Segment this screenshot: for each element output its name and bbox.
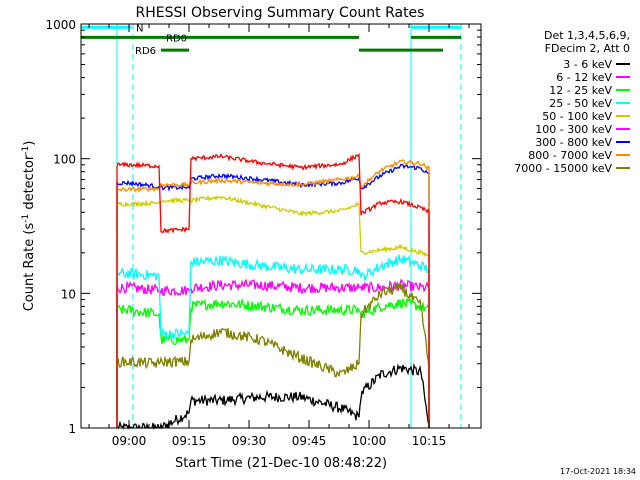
flag-label: RD0 (166, 33, 187, 44)
flag-label: RD6 (135, 46, 156, 57)
x-tick-label: 10:00 (352, 434, 387, 448)
x-tick-label: 09:45 (292, 434, 327, 448)
x-axis: 09:00 09:15 09:30 09:45 10:00 10:15 (88, 24, 470, 448)
series-line (116, 282, 430, 428)
series-line (116, 362, 430, 431)
y-tick-label: 1000 (45, 18, 76, 32)
series-line (116, 296, 430, 428)
y-axis: 1 10 100 1000 (45, 18, 481, 436)
legend-label: 7000 - 15000 keV (514, 162, 612, 175)
series-line (116, 152, 430, 428)
x-tick-label: 09:30 (232, 434, 267, 448)
y-axis-label: Count Rate (s-1 detector-1) (21, 141, 37, 312)
legend: Det 1,3,4,5,6,9,FDecim 2, Att 0 3 - 6 keV… (514, 29, 630, 175)
legend-label: 6 - 12 keV (556, 71, 612, 84)
x-tick-label: 10:15 (412, 434, 447, 448)
legend-label: 50 - 100 keV (542, 110, 612, 123)
legend-label: 100 - 300 keV (535, 123, 612, 136)
legend-header: FDecim 2, Att 0 (545, 42, 630, 55)
x-axis-label: Start Time (21-Dec-10 08:48:22) (175, 456, 387, 471)
plot-frame (80, 23, 482, 429)
series-line (116, 159, 430, 428)
y-tick-label: 100 (53, 153, 76, 167)
legend-label: 300 - 800 keV (535, 136, 612, 149)
chart-title: RHESSI Observing Summary Count Rates (136, 5, 425, 21)
y-tick-label: 1 (68, 422, 76, 436)
plot-area: N RD0 RD6 (81, 23, 462, 431)
x-tick-label: 09:15 (172, 434, 207, 448)
series-line (116, 278, 430, 428)
footer-date: 17-Oct-2021 18:34 (560, 467, 636, 476)
x-tick-label: 09:00 (112, 434, 147, 448)
legend-label: 12 - 25 keV (549, 84, 612, 97)
series-line (116, 163, 430, 428)
series-line (116, 194, 430, 428)
legend-label: 800 - 7000 keV (528, 149, 612, 162)
legend-label: 25 - 50 keV (549, 97, 612, 110)
legend-label: 3 - 6 keV (563, 58, 612, 71)
flag-label: N (136, 23, 143, 34)
series-line (116, 254, 430, 428)
y-tick-label: 10 (61, 287, 76, 301)
legend-header: Det 1,3,4,5,6,9, (544, 29, 630, 42)
